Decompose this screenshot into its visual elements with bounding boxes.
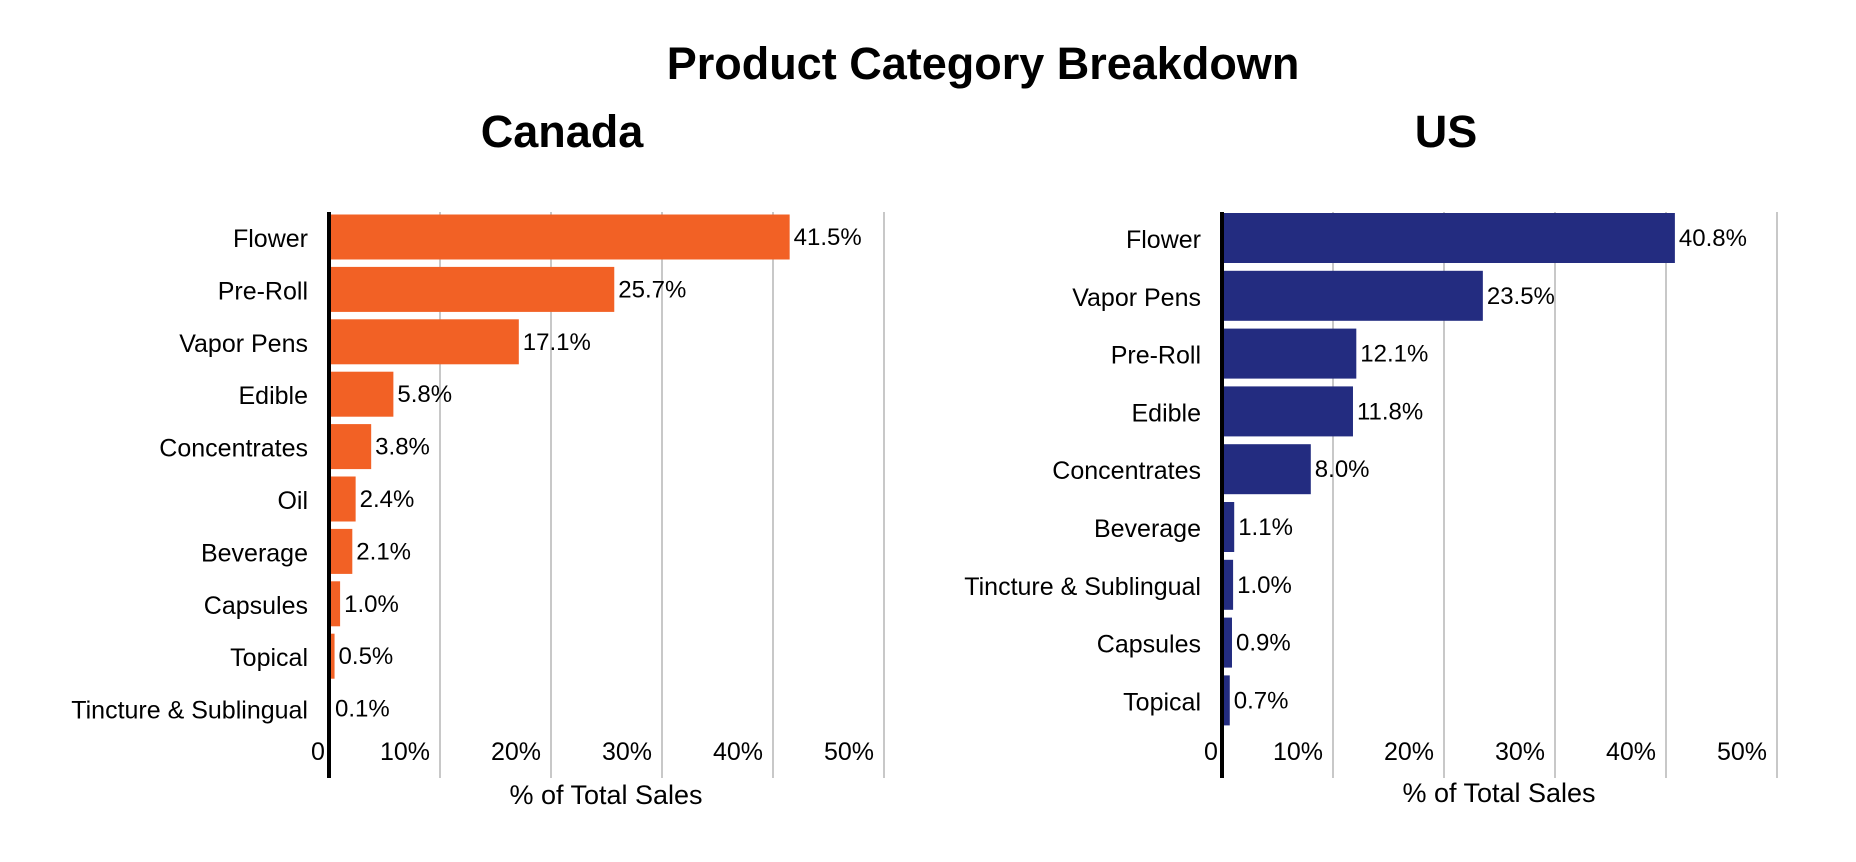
x-axis-title-us: % of Total Sales — [1402, 778, 1595, 808]
bar-us-6 — [1222, 559, 1234, 610]
tick-label-us-4: 40% — [1606, 738, 1656, 766]
value-label-canada-5: 2.4% — [360, 486, 415, 513]
bar-us-4 — [1222, 444, 1311, 495]
category-label-canada-7: Capsules — [204, 592, 308, 620]
category-label-us-7: Capsules — [1097, 631, 1201, 659]
category-label-canada-4: Concentrates — [159, 435, 308, 463]
chart-title-canada: Canada — [480, 106, 644, 157]
tick-label-canada-3: 30% — [602, 738, 652, 766]
chart-title-us: US — [1414, 106, 1478, 157]
bar-us-1 — [1222, 270, 1483, 321]
category-label-us-3: Edible — [1132, 399, 1202, 427]
bar-canada-1 — [329, 266, 615, 312]
tick-label-us-0: 0 — [1204, 738, 1218, 766]
value-label-canada-9: 0.1% — [335, 696, 390, 723]
category-label-canada-5: Oil — [277, 487, 308, 515]
tick-label-us-3: 30% — [1495, 738, 1545, 766]
category-label-us-8: Topical — [1123, 688, 1201, 716]
category-label-canada-2: Vapor Pens — [179, 330, 308, 358]
value-label-canada-7: 1.0% — [344, 591, 399, 618]
value-label-us-6: 1.0% — [1237, 572, 1292, 599]
bar-us-5 — [1222, 502, 1235, 552]
value-label-us-0: 40.8% — [1679, 225, 1747, 252]
bar-us-8 — [1222, 675, 1230, 726]
category-label-us-1: Vapor Pens — [1072, 284, 1201, 312]
category-label-canada-3: Edible — [239, 382, 309, 410]
value-label-us-8: 0.7% — [1234, 687, 1289, 714]
bar-us-2 — [1222, 328, 1357, 379]
category-label-us-5: Beverage — [1094, 515, 1201, 543]
value-label-canada-8: 0.5% — [339, 643, 394, 670]
value-label-canada-4: 3.8% — [375, 434, 430, 461]
category-label-us-6: Tincture & Sublingual — [964, 573, 1201, 601]
value-label-canada-1: 25.7% — [618, 276, 686, 303]
bar-us-7 — [1222, 617, 1232, 668]
page-title: Product Category Breakdown — [666, 38, 1300, 89]
bar-canada-4 — [329, 424, 372, 470]
value-label-canada-3: 5.8% — [397, 381, 452, 408]
category-label-canada-0: Flower — [233, 225, 308, 253]
category-label-canada-9: Tincture & Sublingual — [71, 697, 308, 725]
tick-label-canada-5: 50% — [824, 738, 874, 766]
value-label-us-1: 23.5% — [1487, 283, 1555, 310]
bar-canada-7 — [329, 581, 341, 627]
tick-label-canada-4: 40% — [713, 738, 763, 766]
category-label-canada-8: Topical — [230, 644, 308, 672]
value-label-canada-2: 17.1% — [523, 329, 591, 356]
bar-us-0 — [1222, 213, 1675, 263]
bar-us-3 — [1222, 386, 1353, 437]
tick-label-us-1: 10% — [1273, 738, 1323, 766]
value-label-us-5: 1.1% — [1238, 514, 1293, 541]
category-label-canada-1: Pre-Roll — [218, 277, 308, 305]
value-label-canada-6: 2.1% — [356, 538, 411, 565]
bar-canada-8 — [329, 633, 335, 679]
category-label-us-0: Flower — [1126, 226, 1201, 254]
bar-canada-5 — [329, 476, 356, 522]
category-label-canada-6: Beverage — [201, 539, 308, 567]
bar-canada-3 — [329, 371, 394, 417]
tick-label-canada-0: 0 — [311, 738, 325, 766]
value-label-canada-0: 41.5% — [794, 224, 862, 251]
tick-label-canada-1: 10% — [380, 738, 430, 766]
category-label-us-4: Concentrates — [1052, 457, 1201, 485]
tick-label-us-2: 20% — [1384, 738, 1434, 766]
value-label-us-2: 12.1% — [1360, 341, 1428, 368]
value-label-us-3: 11.8% — [1357, 398, 1423, 425]
tick-label-canada-2: 20% — [491, 738, 541, 766]
bar-canada-2 — [329, 319, 519, 365]
bar-canada-0 — [329, 214, 790, 260]
value-label-us-4: 8.0% — [1315, 456, 1370, 483]
bar-canada-6 — [329, 528, 353, 574]
x-axis-title-canada: % of Total Sales — [509, 780, 702, 810]
category-label-us-2: Pre-Roll — [1111, 342, 1201, 370]
tick-label-us-5: 50% — [1717, 738, 1767, 766]
value-label-us-7: 0.9% — [1236, 630, 1291, 657]
